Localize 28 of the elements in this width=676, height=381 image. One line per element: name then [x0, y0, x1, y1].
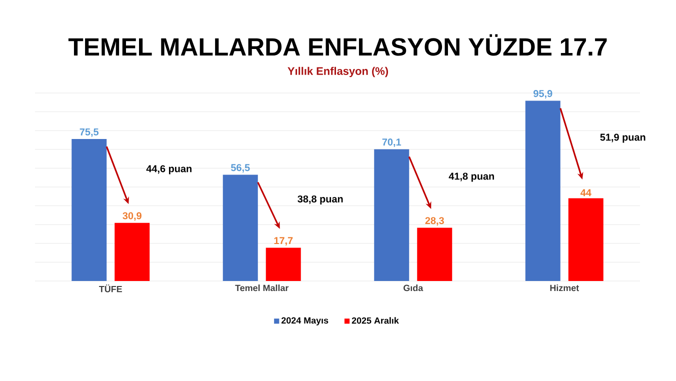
legend-label: 2025 Aralık: [352, 317, 399, 324]
bar: [114, 222, 150, 281]
data-label: 95,9: [534, 90, 552, 99]
bar: [525, 100, 560, 281]
bar: [266, 248, 301, 281]
bar: [222, 174, 258, 281]
data-label: 75,5: [80, 128, 99, 137]
data-label: 56,5: [230, 164, 250, 173]
data-label: 17,7: [274, 237, 293, 246]
x-tick-label: TÜFE: [99, 284, 122, 292]
chart-subtitle: Yıllık Enflasyon (%): [288, 66, 388, 78]
annotation: 51,9 puan: [600, 134, 646, 143]
bar: [72, 139, 107, 281]
legend-label: 2024 Mayıs: [281, 317, 328, 326]
annotation: 38,8 puan: [298, 195, 343, 204]
data-label: 30,9: [122, 212, 142, 221]
x-tick-label: Hizmet: [550, 284, 579, 292]
data-label: 28,3: [425, 217, 444, 226]
data-label: 70,1: [382, 138, 402, 148]
annotation: 44,6 puan: [146, 165, 192, 174]
bar: [568, 198, 604, 281]
chart-title: TEMEL MALLARDA ENFLASYON YÜZDE 17.7: [68, 34, 607, 56]
annotation: 41,8 puan: [448, 172, 494, 182]
x-tick-label: Gıda: [404, 284, 424, 292]
bar: [417, 228, 452, 281]
bar: [374, 149, 410, 281]
data-label: 44: [580, 189, 592, 196]
x-tick-label: Temel Mallar: [235, 284, 289, 292]
